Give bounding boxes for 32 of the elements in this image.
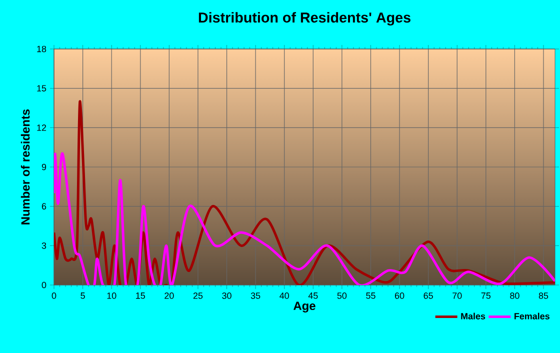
y-tick-label: 15 <box>37 85 46 92</box>
x-tick-label: 65 <box>424 292 433 299</box>
x-tick-label: 25 <box>193 292 203 299</box>
x-tick-label: 30 <box>222 292 232 299</box>
chart-title: Distribution of Residents' Ages <box>198 12 410 26</box>
y-axis-title: Number of residents <box>20 109 30 224</box>
x-axis-title: Age <box>294 302 316 312</box>
x-tick-label: 40 <box>280 292 289 299</box>
legend-label: Females <box>514 312 550 320</box>
x-tick-label: 20 <box>164 292 174 299</box>
x-tick-label: 55 <box>366 292 376 299</box>
line-series <box>54 152 556 285</box>
y-tick-label: 3 <box>42 242 46 249</box>
y-tick-label: 12 <box>37 124 46 131</box>
x-tick-label: 0 <box>52 292 56 299</box>
line-series <box>54 100 556 285</box>
x-tick-label: 70 <box>452 292 462 299</box>
y-tick-label: 9 <box>42 164 46 170</box>
x-tick-label: 35 <box>250 292 260 299</box>
x-tick-label: 50 <box>337 292 347 299</box>
x-tick-label: 45 <box>308 292 318 299</box>
y-tick-label: 6 <box>42 203 46 210</box>
x-tick-label: 60 <box>394 292 404 299</box>
x-tick-label: 15 <box>136 292 145 299</box>
x-tick-label: 85 <box>538 292 548 299</box>
legend-label: Males <box>461 312 486 320</box>
x-tick-label: 75 <box>481 292 491 299</box>
y-tick-label: 0 <box>42 282 46 288</box>
x-tick-label: 5 <box>80 292 85 299</box>
x-tick-label: 10 <box>107 292 116 299</box>
y-tick-label: 18 <box>37 46 46 52</box>
x-tick-label: 80 <box>510 292 520 299</box>
